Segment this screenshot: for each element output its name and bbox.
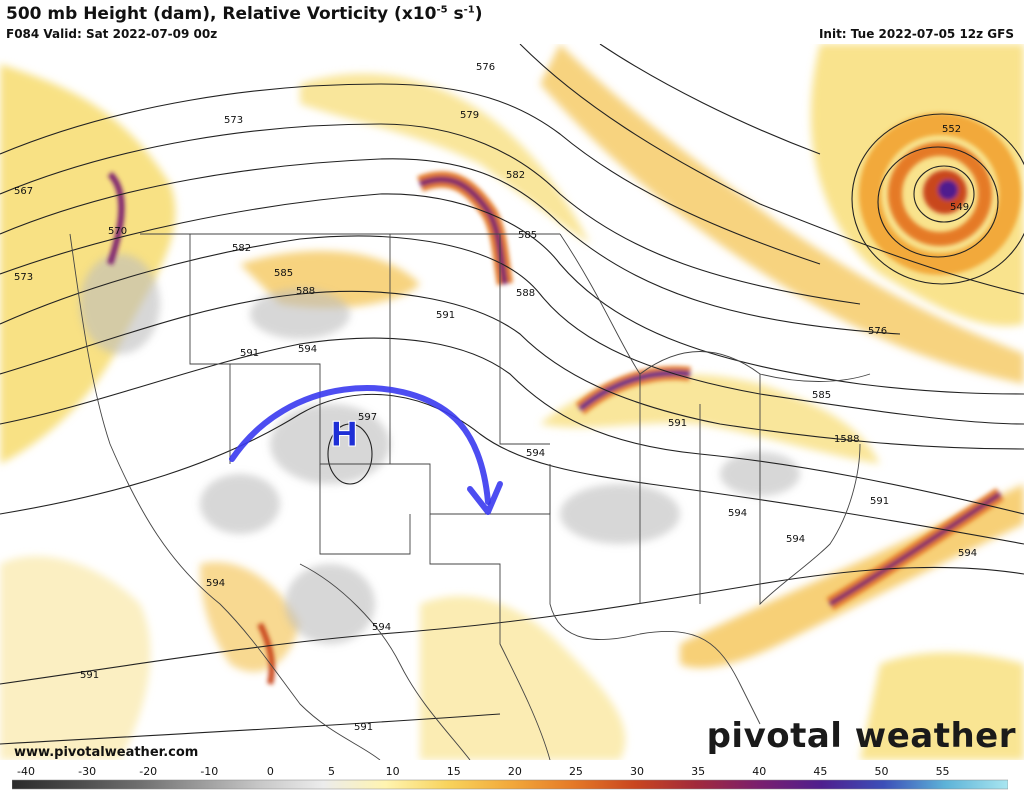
colorbar-tick-label: 30: [630, 765, 644, 778]
contour-label: 591: [240, 348, 259, 359]
colorbar-tick-label: 35: [691, 765, 705, 778]
colorbar-tick-label: 25: [569, 765, 583, 778]
contour-label: 594: [526, 448, 545, 459]
contour-label: 594: [298, 344, 317, 355]
brand-logo: pivotal weather: [706, 716, 1016, 756]
colorbar: -40 -30 -20 -10 0 5 10 15 20 25 30 35 40 45 50 55: [12, 765, 1008, 790]
contour-label: 588: [296, 286, 315, 297]
contour-label: 582: [232, 243, 251, 254]
contour-label: 591: [354, 722, 373, 733]
colorbar-tick-label: 55: [936, 765, 950, 778]
contour-label: 591: [870, 496, 889, 507]
geographic-borders: [69, 233, 871, 760]
colorbar-tick-label: -10: [200, 765, 218, 778]
colorbar-ticks: -40 -30 -20 -10 0 5 10 15 20 25 30 35 40 45 50 55: [17, 765, 950, 778]
colorbar-tick-label: 40: [752, 765, 766, 778]
weather-map: H 576 579 582 585 588 573 570 567 573 58…: [0, 44, 1024, 760]
colorbar-tick-label: 5: [328, 765, 335, 778]
contour-label: 591: [80, 670, 99, 681]
contour-label: 582: [506, 170, 525, 181]
contour-label: 552: [942, 124, 961, 135]
contour-label: 585: [518, 230, 537, 241]
valid-time: F084 Valid: Sat 2022-07-09 00z: [6, 27, 218, 41]
colorbar-tick-label: 10: [386, 765, 400, 778]
contour-label: 576: [476, 62, 495, 73]
contour-label: 576: [868, 326, 887, 337]
contour-label: 588: [516, 288, 535, 299]
height-contours: [0, 44, 1024, 745]
contour-label: 594: [372, 622, 391, 633]
colorbar-strip: [12, 779, 1008, 790]
contour-label: 594: [206, 578, 225, 589]
colorbar-tick-label: 15: [447, 765, 461, 778]
contour-label: 597: [358, 412, 377, 423]
contour-label: 579: [460, 110, 479, 121]
contour-label: 594: [728, 508, 747, 519]
contour-label: 1588: [834, 434, 859, 445]
colorbar-tick-label: -20: [139, 765, 157, 778]
chart-title: 500 mb Height (dam), Relative Vorticity …: [6, 4, 483, 24]
colorbar-tick-label: 45: [813, 765, 827, 778]
contour-label: 594: [786, 534, 805, 545]
high-pressure-label: H: [330, 415, 358, 455]
contour-label: 549: [950, 202, 969, 213]
colorbar-tick-label: -40: [17, 765, 35, 778]
contour-labels: 576 579 582 585 588 573 570 567 573 582 …: [14, 62, 977, 733]
contour-label: 573: [224, 115, 243, 126]
contour-label: 585: [812, 390, 831, 401]
vorticity-shading: [0, 44, 1024, 760]
contour-label: 591: [668, 418, 687, 429]
contour-label: 567: [14, 186, 33, 197]
colorbar-tick-label: 50: [874, 765, 888, 778]
colorbar-tick-label: -30: [78, 765, 96, 778]
colorbar-tick-label: 20: [508, 765, 522, 778]
init-time: Init: Tue 2022-07-05 12z GFS: [818, 27, 1014, 41]
colorbar-tick-label: 0: [267, 765, 274, 778]
negative-vorticity-patches: [80, 254, 800, 644]
contour-label: 585: [274, 268, 293, 279]
contour-label: 573: [14, 272, 33, 283]
contour-label: 594: [958, 548, 977, 559]
website-credit: www.pivotalweather.com: [14, 745, 199, 760]
contour-label: 591: [436, 310, 455, 321]
ridge-arrow-annotation: [229, 385, 503, 515]
contour-label: 570: [108, 226, 127, 237]
